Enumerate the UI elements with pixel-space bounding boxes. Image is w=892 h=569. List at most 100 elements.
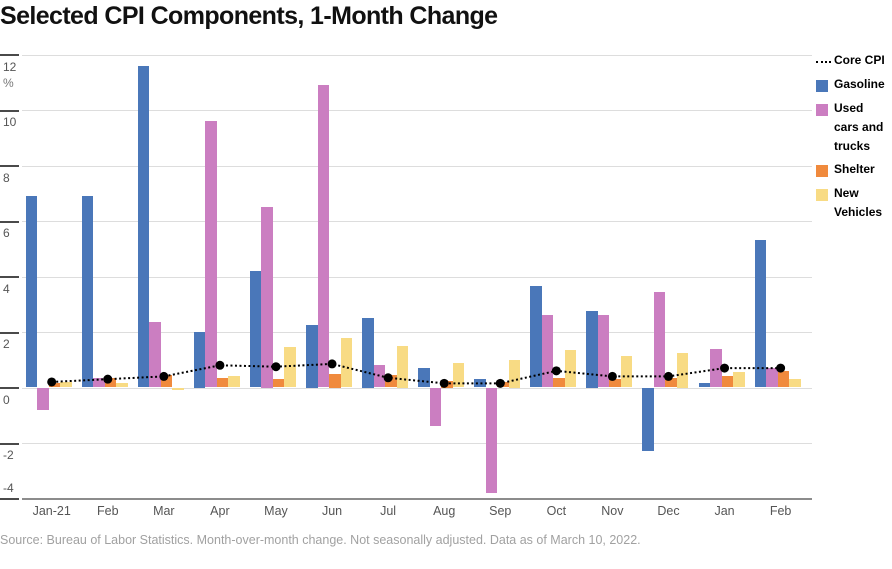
gridline xyxy=(22,165,812,167)
bar-shelter-dec xyxy=(665,377,677,388)
core-cpi-dot xyxy=(159,371,169,381)
core-cpi-dot xyxy=(215,360,225,370)
bar-new-vehicles-mar xyxy=(172,387,184,391)
bar-gasoline-feb xyxy=(81,196,94,388)
x-tick-label: May xyxy=(264,504,288,518)
y-axis-tick xyxy=(0,331,19,334)
y-axis-tick xyxy=(0,387,19,389)
x-tick-label: Feb xyxy=(96,504,119,518)
bar-shelter-may xyxy=(272,379,285,388)
x-tick-label: Jun xyxy=(321,504,343,518)
bar-new-vehicles-may xyxy=(284,347,296,388)
core-cpi-dot xyxy=(663,371,673,381)
core-cpi-dot xyxy=(47,377,57,387)
x-tick-label: Oct xyxy=(546,504,567,518)
bar-new-vehicles-feb xyxy=(116,383,128,388)
bar-gasoline-mar xyxy=(137,65,150,388)
y-axis-tick xyxy=(0,54,19,56)
bar-shelter-apr xyxy=(216,377,229,388)
bar-shelter-nov xyxy=(609,379,621,388)
core-cpi-dot xyxy=(551,366,561,376)
bar-new-vehicles-jan-21 xyxy=(60,381,72,388)
gridline xyxy=(22,221,812,222)
bar-used-cars-and-trucks-mar xyxy=(149,322,161,388)
bar-new-vehicles-aug xyxy=(452,362,465,388)
x-tick-label: Nov xyxy=(601,504,624,518)
bar-gasoline-aug xyxy=(418,368,430,388)
bar-shelter-feb xyxy=(777,370,790,388)
bar-used-cars-and-trucks-jan xyxy=(710,348,722,388)
bar-used-cars-and-trucks-feb xyxy=(766,368,778,388)
bar-new-vehicles-feb xyxy=(789,379,801,388)
bar-new-vehicles-nov xyxy=(620,355,633,388)
core-cpi-dot xyxy=(271,362,281,372)
bar-gasoline-feb xyxy=(754,240,767,388)
core-cpi-dot xyxy=(383,373,393,383)
bar-new-vehicles-jun xyxy=(340,337,353,388)
y-tick-label: 8 xyxy=(3,170,10,185)
y-tick-label: 4 xyxy=(3,281,10,296)
gridline xyxy=(22,387,812,389)
bar-gasoline-jan xyxy=(698,383,711,388)
bar-new-vehicles-jan xyxy=(733,372,745,388)
x-tick-label: Sep xyxy=(489,504,512,518)
y-axis-tick xyxy=(0,220,19,223)
bar-shelter-oct xyxy=(553,377,565,388)
x-axis-baseline xyxy=(22,497,812,500)
bar-used-cars-and-trucks-nov xyxy=(597,315,610,388)
core-cpi-dot xyxy=(495,378,505,388)
bar-used-cars-and-trucks-may xyxy=(261,207,273,388)
y-axis-tick xyxy=(0,165,19,167)
bar-gasoline-nov xyxy=(586,311,598,388)
x-tick-label: Jul xyxy=(380,504,397,518)
bar-used-cars-and-trucks-sep xyxy=(485,387,498,493)
bar-gasoline-jun xyxy=(306,325,318,388)
source-note: Source: Bureau of Labor Statistics. Mont… xyxy=(0,533,641,547)
bar-gasoline-dec xyxy=(642,387,654,452)
x-tick-label: Jan xyxy=(714,504,735,518)
gridline xyxy=(22,276,812,278)
bar-used-cars-and-trucks-oct xyxy=(541,315,554,388)
y-tick-label: 0 xyxy=(3,392,10,407)
bar-shelter-jun xyxy=(329,373,341,388)
bar-used-cars-and-trucks-jan-21 xyxy=(37,387,49,410)
bar-new-vehicles-apr xyxy=(228,376,240,388)
bar-gasoline-jul xyxy=(362,318,374,388)
bar-new-vehicles-dec xyxy=(676,352,689,388)
bar-used-cars-and-trucks-aug xyxy=(429,387,442,427)
core-cpi-dot xyxy=(327,359,337,369)
core-cpi-line-layer xyxy=(47,359,786,388)
bar-gasoline-oct xyxy=(530,286,542,388)
y-axis-tick xyxy=(0,276,19,278)
bar-used-cars-and-trucks-jun xyxy=(317,85,330,388)
gridline xyxy=(22,54,812,56)
bar-new-vehicles-jul xyxy=(396,345,409,388)
x-tick-label: Dec xyxy=(657,504,680,518)
core-cpi-dot xyxy=(720,363,730,373)
bar-used-cars-and-trucks-feb xyxy=(93,377,105,388)
bar-gasoline-may xyxy=(249,270,262,388)
gridline xyxy=(22,332,812,333)
bar-new-vehicles-sep xyxy=(508,359,521,388)
y-axis-tick xyxy=(0,109,19,112)
core-cpi-dot xyxy=(607,371,617,381)
y-tick-label: 10 xyxy=(3,115,17,129)
core-cpi-dot xyxy=(776,363,786,373)
bar-shelter-jan xyxy=(721,376,734,388)
y-tick-label: 2 xyxy=(3,337,10,351)
bar-gasoline-apr xyxy=(193,332,206,388)
x-tick-label: Feb xyxy=(769,504,792,518)
chart-title: Selected CPI Components, 1-Month Change xyxy=(0,2,498,30)
bar-used-cars-and-trucks-jul xyxy=(373,365,386,388)
y-tick-label: -2 xyxy=(3,448,14,462)
x-tick-label: Aug xyxy=(433,504,456,518)
gridline xyxy=(22,110,812,111)
bar-shelter-mar xyxy=(160,375,173,388)
y-tick-label: 12 xyxy=(3,59,17,74)
core-cpi-dot xyxy=(439,378,449,388)
gridline xyxy=(22,443,812,444)
x-tick-label: Mar xyxy=(153,504,175,518)
y-axis-tick xyxy=(0,442,19,445)
